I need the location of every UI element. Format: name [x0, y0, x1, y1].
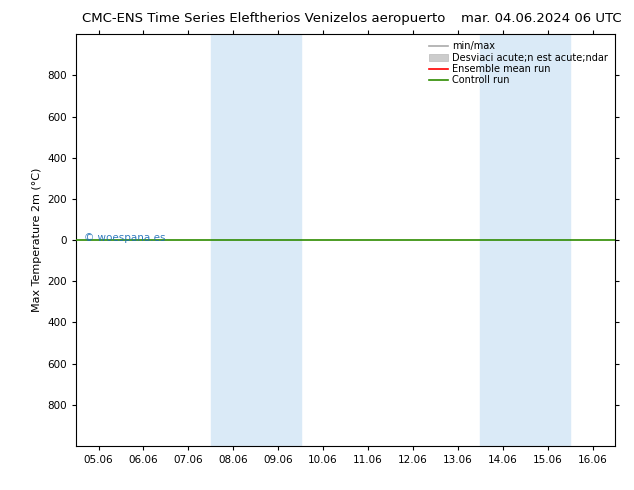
Text: CMC-ENS Time Series Eleftherios Venizelos aeropuerto: CMC-ENS Time Series Eleftherios Venizelo… — [82, 12, 446, 25]
Y-axis label: Max Temperature 2m (°C): Max Temperature 2m (°C) — [32, 168, 42, 312]
Text: mar. 04.06.2024 06 UTC: mar. 04.06.2024 06 UTC — [461, 12, 621, 25]
Legend: min/max, Desviaci acute;n est acute;ndar, Ensemble mean run, Controll run: min/max, Desviaci acute;n est acute;ndar… — [427, 39, 610, 87]
Bar — [210, 34, 301, 446]
Text: © woespana.es: © woespana.es — [84, 233, 165, 243]
Bar — [481, 34, 570, 446]
